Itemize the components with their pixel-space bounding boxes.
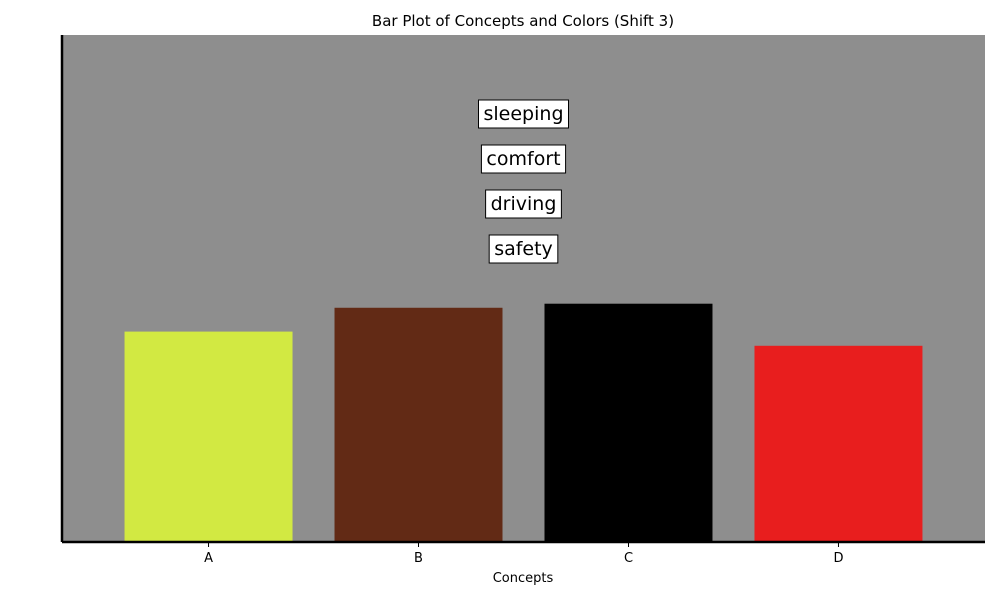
annotations-group: sleeping comfort driving safety <box>478 99 569 264</box>
x-axis-label: Concepts <box>493 571 554 586</box>
annotation-text: driving <box>491 193 557 215</box>
bar-c <box>544 303 713 542</box>
annotation-text: comfort <box>486 148 560 170</box>
annotation-box <box>488 234 559 264</box>
x-tick-label-c: C <box>624 551 633 566</box>
annotation-comfort: comfort <box>480 144 567 174</box>
x-tick-label-a: A <box>204 551 213 566</box>
annotation-driving: driving <box>485 189 562 219</box>
bar-d <box>754 345 923 542</box>
x-tick-label-d: D <box>833 551 843 566</box>
annotation-sleeping: sleeping <box>478 99 569 129</box>
chart-title: Bar Plot of Concepts and Colors (Shift 3… <box>372 12 674 30</box>
annotation-box <box>480 144 567 174</box>
annotation-box <box>478 99 569 129</box>
bar-b <box>334 307 503 542</box>
annotation-box <box>485 189 562 219</box>
annotation-safety: safety <box>488 234 559 264</box>
bars-group <box>124 303 923 542</box>
annotation-text: sleeping <box>484 103 564 125</box>
bar-a <box>124 331 293 542</box>
annotation-text: safety <box>494 238 553 260</box>
x-ticks-group: A B C D <box>204 542 843 566</box>
x-tick-label-b: B <box>414 551 423 566</box>
